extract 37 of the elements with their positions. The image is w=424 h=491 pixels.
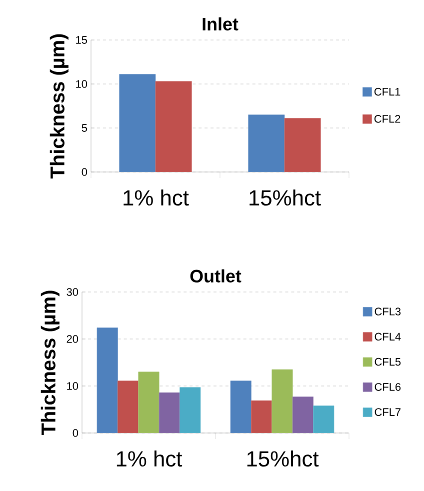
y-tick-label: 30 <box>66 288 78 296</box>
bar <box>313 406 334 433</box>
bar <box>119 74 156 172</box>
y-tick-label: 10 <box>67 382 78 390</box>
y-axis-title: Thickness (µm) <box>40 290 60 436</box>
x-tick-label: 15%hct <box>250 190 321 206</box>
legend-label: CFL3 <box>374 308 401 316</box>
bar <box>251 400 272 433</box>
bar <box>284 118 321 172</box>
bar <box>292 396 314 433</box>
chart-title: Outlet <box>190 269 242 282</box>
y-axis-title: Thickness (µm) <box>50 34 68 179</box>
chart-title: Inlet <box>202 17 238 30</box>
bar <box>96 328 118 433</box>
bar <box>118 380 139 433</box>
legend-label: CFL4 <box>374 332 401 341</box>
legend-label: CFL1 <box>374 88 400 96</box>
bar <box>138 372 160 433</box>
legend-label: CFL2 <box>374 114 400 123</box>
y-tick-label: 10 <box>76 80 88 88</box>
y-tick-label: 0 <box>82 168 88 176</box>
legend-label: CFL7 <box>374 408 401 416</box>
bar <box>248 114 285 172</box>
bar <box>230 380 252 433</box>
y-tick-label: 20 <box>66 335 78 343</box>
x-tick-label: 1% hct <box>116 450 182 467</box>
y-tick-label: 15 <box>76 36 88 44</box>
x-tick-label: 15%hct <box>247 450 319 467</box>
bar <box>180 387 201 433</box>
bar <box>158 392 180 433</box>
x-tick-label: 1% hct <box>124 190 189 206</box>
bar <box>272 369 293 433</box>
legend-label: CFL5 <box>374 358 401 366</box>
bar <box>155 81 192 172</box>
legend-label: CFL6 <box>374 383 401 391</box>
y-tick-label: 5 <box>82 124 88 132</box>
y-tick-label: 0 <box>72 429 78 437</box>
